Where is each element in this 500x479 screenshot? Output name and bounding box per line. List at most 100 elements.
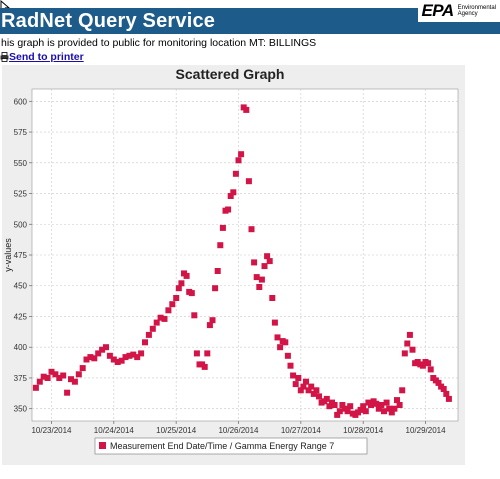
- data-point: [161, 315, 168, 322]
- data-point: [404, 340, 411, 347]
- data-point: [357, 406, 364, 413]
- page-title: RadNet Query Service: [1, 9, 216, 32]
- data-point: [99, 346, 106, 353]
- printer-icon[interactable]: [0, 52, 9, 62]
- data-point: [362, 408, 369, 415]
- data-point: [175, 285, 182, 292]
- data-point: [106, 352, 113, 359]
- data-point: [409, 346, 416, 353]
- data-point: [323, 395, 330, 402]
- y-tick-label: 450: [14, 282, 28, 291]
- epa-logo-mark: EPA: [421, 1, 454, 20]
- data-point: [193, 350, 200, 357]
- data-point: [326, 403, 333, 410]
- data-point: [284, 352, 291, 359]
- data-point: [64, 389, 71, 396]
- data-point: [95, 350, 102, 357]
- data-point: [248, 226, 255, 233]
- data-point: [173, 295, 180, 301]
- data-point: [103, 344, 109, 351]
- data-point: [40, 373, 47, 380]
- data-point: [295, 375, 302, 381]
- x-tick-label: 10/24/2014: [94, 426, 135, 435]
- data-point: [256, 284, 263, 290]
- data-point: [44, 375, 51, 381]
- data-point: [271, 319, 278, 326]
- data-point: [232, 170, 239, 177]
- epa-logo-subtitle: Environmental Agency: [457, 5, 496, 17]
- data-point: [134, 354, 141, 361]
- data-point: [308, 383, 315, 390]
- data-point: [253, 274, 260, 281]
- data-point: [399, 387, 406, 394]
- data-point: [305, 387, 312, 394]
- send-to-printer-link[interactable]: Send to printer: [9, 51, 84, 63]
- data-point: [209, 317, 216, 324]
- data-point: [443, 390, 450, 397]
- data-point: [394, 397, 400, 404]
- y-tick-label: 525: [14, 190, 28, 199]
- data-point: [114, 359, 121, 365]
- data-point: [290, 372, 297, 379]
- data-point: [277, 344, 284, 351]
- data-point: [339, 402, 346, 408]
- y-tick-label: 375: [14, 374, 28, 383]
- data-point: [266, 258, 273, 265]
- data-point: [142, 339, 148, 346]
- data-point: [316, 393, 322, 400]
- data-point: [71, 378, 78, 385]
- data-point: [83, 356, 90, 363]
- scatter-chart: Scattered Graph 350 375 400 425 450 475 500 525…: [3, 66, 459, 455]
- send-to-printer[interactable]: Send to printer: [0, 51, 84, 63]
- data-point: [378, 402, 385, 408]
- data-point: [388, 409, 395, 416]
- data-point: [118, 357, 125, 364]
- data-point: [206, 322, 213, 329]
- y-tick-label: 350: [14, 405, 28, 414]
- data-point: [269, 295, 276, 301]
- data-point: [214, 268, 221, 274]
- data-point: [386, 405, 393, 412]
- data-point: [32, 384, 39, 391]
- data-point: [331, 402, 338, 408]
- page-header: RadNet Query Service: [0, 8, 500, 34]
- data-point: [110, 356, 117, 363]
- data-point: [169, 301, 176, 308]
- y-tick-label: 500: [14, 220, 28, 229]
- chart-frame: Scattered Graph 350 375 400 425 450 475 500 525…: [2, 65, 465, 465]
- chart-title: Scattered Graph: [176, 66, 285, 82]
- epa-logo: EPA Environmental Agency: [418, 0, 500, 22]
- data-point: [310, 390, 317, 397]
- data-point: [292, 381, 299, 388]
- data-point: [201, 363, 208, 370]
- data-point: [230, 189, 237, 196]
- legend-marker: [99, 442, 106, 449]
- data-point: [313, 387, 320, 394]
- legend-box: [94, 437, 368, 455]
- data-point: [427, 366, 434, 373]
- data-point: [381, 408, 387, 415]
- legend-entry: Measurement End Date/Time / Gamma Energy…: [110, 441, 334, 451]
- data-point: [282, 339, 289, 346]
- data-point: [264, 253, 271, 260]
- data-point: [373, 400, 380, 407]
- data-point: [238, 151, 245, 158]
- y-tick-label: 550: [14, 159, 28, 168]
- data-point: [245, 178, 252, 185]
- data-point: [87, 354, 94, 361]
- y-tick-label: 475: [14, 251, 28, 260]
- x-tick-label: 10/28/2014: [343, 426, 384, 435]
- data-point: [204, 350, 211, 357]
- data-point: [360, 403, 367, 410]
- data-point: [261, 263, 268, 270]
- data-point: [297, 387, 304, 394]
- data-point: [251, 259, 258, 266]
- data-point: [435, 379, 442, 386]
- data-point: [368, 402, 374, 408]
- data-point: [191, 312, 198, 319]
- data-point: [440, 386, 447, 392]
- data-point: [122, 354, 129, 361]
- data-point: [79, 365, 86, 372]
- data-point: [396, 402, 403, 408]
- graph-description: his graph is provided to public for moni…: [1, 37, 317, 49]
